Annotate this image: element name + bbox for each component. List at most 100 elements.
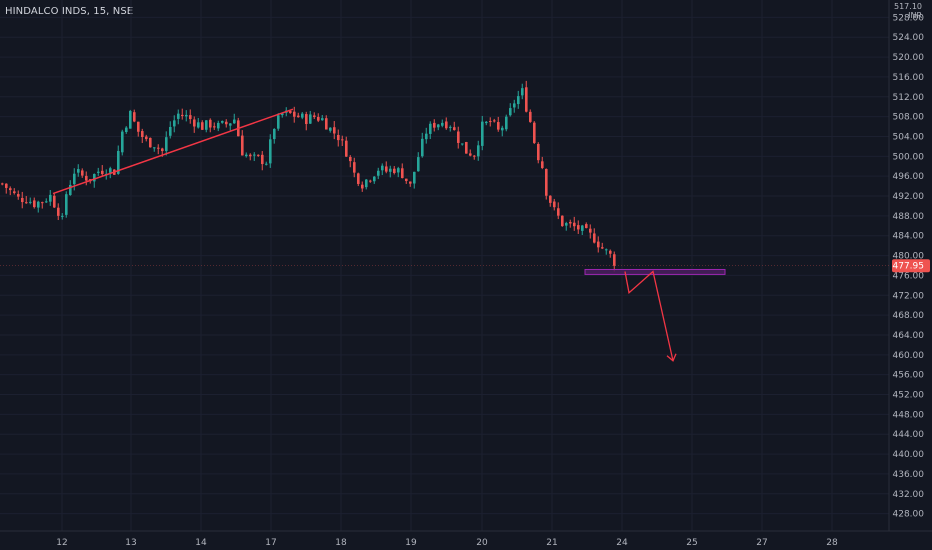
candle-body xyxy=(9,188,12,190)
price-tick-label: 484.00 xyxy=(893,232,925,242)
candle-body xyxy=(329,128,332,131)
candle-body xyxy=(177,114,180,119)
candle-body xyxy=(465,142,468,154)
candle-body xyxy=(209,120,212,128)
candle-body xyxy=(157,148,160,149)
price-tick-label: 512.00 xyxy=(893,93,925,103)
candle-body xyxy=(597,242,600,248)
candle-body xyxy=(1,183,4,184)
candle-body xyxy=(229,123,232,125)
price-tick-label: 508.00 xyxy=(893,113,925,123)
candle-body xyxy=(37,202,40,208)
price-tick-label: 456.00 xyxy=(893,371,925,381)
candle-body xyxy=(417,157,420,171)
candle-body xyxy=(77,169,80,173)
candle-body xyxy=(469,153,472,155)
price-tick-label: 460.00 xyxy=(893,351,925,361)
candle-body xyxy=(453,127,456,130)
candle-body xyxy=(213,126,216,127)
candle-body xyxy=(409,182,412,184)
candle-body xyxy=(541,161,544,168)
price-tick-label: 472.00 xyxy=(893,291,925,301)
time-axis[interactable]: 12 13 14 17 18 19 20 21 24 25 27 28 xyxy=(56,538,838,548)
candle-body xyxy=(509,108,512,115)
candle-body xyxy=(201,122,204,130)
candle-body xyxy=(393,169,396,173)
candle-body xyxy=(305,114,308,124)
candle-body xyxy=(301,114,304,118)
time-tick-label: 12 xyxy=(56,538,67,548)
candle-body xyxy=(141,131,144,137)
price-tick-label: 468.00 xyxy=(893,311,925,321)
candle-body xyxy=(277,115,280,128)
candle-body xyxy=(353,162,356,172)
candle-body xyxy=(561,216,564,226)
last-price-label: 477.95 xyxy=(893,262,925,272)
candle-body xyxy=(585,224,588,228)
price-tick-label: 488.00 xyxy=(893,212,925,222)
drawings-layer[interactable] xyxy=(53,109,725,361)
price-tick-label: 516.00 xyxy=(893,73,925,83)
candle-body xyxy=(457,132,460,143)
candle-body xyxy=(437,125,440,128)
candle-body xyxy=(325,118,328,129)
candle-body xyxy=(309,114,312,123)
candle-body xyxy=(253,155,256,156)
candle-body xyxy=(109,168,112,173)
candle-body xyxy=(461,143,464,144)
price-tick-label: 448.00 xyxy=(893,410,925,420)
candle-body xyxy=(121,132,124,153)
candle-body xyxy=(133,112,136,121)
candle-body xyxy=(521,88,524,95)
candle-body xyxy=(373,177,376,182)
candle-body xyxy=(265,164,268,165)
candle-body xyxy=(29,202,32,203)
candle-body xyxy=(185,115,188,116)
candle-body xyxy=(481,122,484,146)
candle-body xyxy=(493,120,496,121)
candle-body xyxy=(321,118,324,120)
candle-body xyxy=(297,116,300,118)
candle-body xyxy=(145,137,148,139)
price-tick-label: 476.00 xyxy=(893,271,925,281)
candle-body xyxy=(345,141,348,157)
support-zone[interactable] xyxy=(585,269,725,274)
candle-body xyxy=(601,247,604,248)
candle-body xyxy=(581,226,584,231)
price-tick-label: 496.00 xyxy=(893,172,925,182)
price-tick-label: 464.00 xyxy=(893,331,925,341)
candle-body xyxy=(425,134,428,139)
projection-path[interactable] xyxy=(625,271,673,360)
candle-body xyxy=(57,208,60,216)
candle-body xyxy=(101,171,104,174)
candle-body xyxy=(473,156,476,157)
last-price-marker: 477.95 xyxy=(0,259,930,272)
candle-body xyxy=(293,112,296,117)
candle-body xyxy=(485,122,488,123)
candle-body xyxy=(489,121,492,122)
candle-body xyxy=(273,129,276,139)
candle-body xyxy=(137,122,140,132)
candle-body xyxy=(149,138,152,147)
candle-body xyxy=(233,120,236,124)
price-tick-label: 500.00 xyxy=(893,152,925,162)
candle-body xyxy=(429,124,432,134)
candle-body xyxy=(197,122,200,127)
candle-body xyxy=(49,195,52,202)
candle-body xyxy=(533,123,536,143)
candle-body xyxy=(73,174,76,184)
candle-body xyxy=(169,127,172,136)
candle-body xyxy=(557,208,560,215)
time-tick-label: 27 xyxy=(756,538,767,548)
price-tick-label: 436.00 xyxy=(893,470,925,480)
candle-body xyxy=(13,191,16,193)
candle-body xyxy=(337,135,340,140)
candle-body xyxy=(333,127,336,133)
candle-body xyxy=(357,173,360,184)
candle-body xyxy=(33,200,36,207)
candle-body xyxy=(25,202,28,203)
candle-body xyxy=(609,251,612,254)
candle-body xyxy=(513,103,516,107)
price-tick-label: 492.00 xyxy=(893,192,925,202)
